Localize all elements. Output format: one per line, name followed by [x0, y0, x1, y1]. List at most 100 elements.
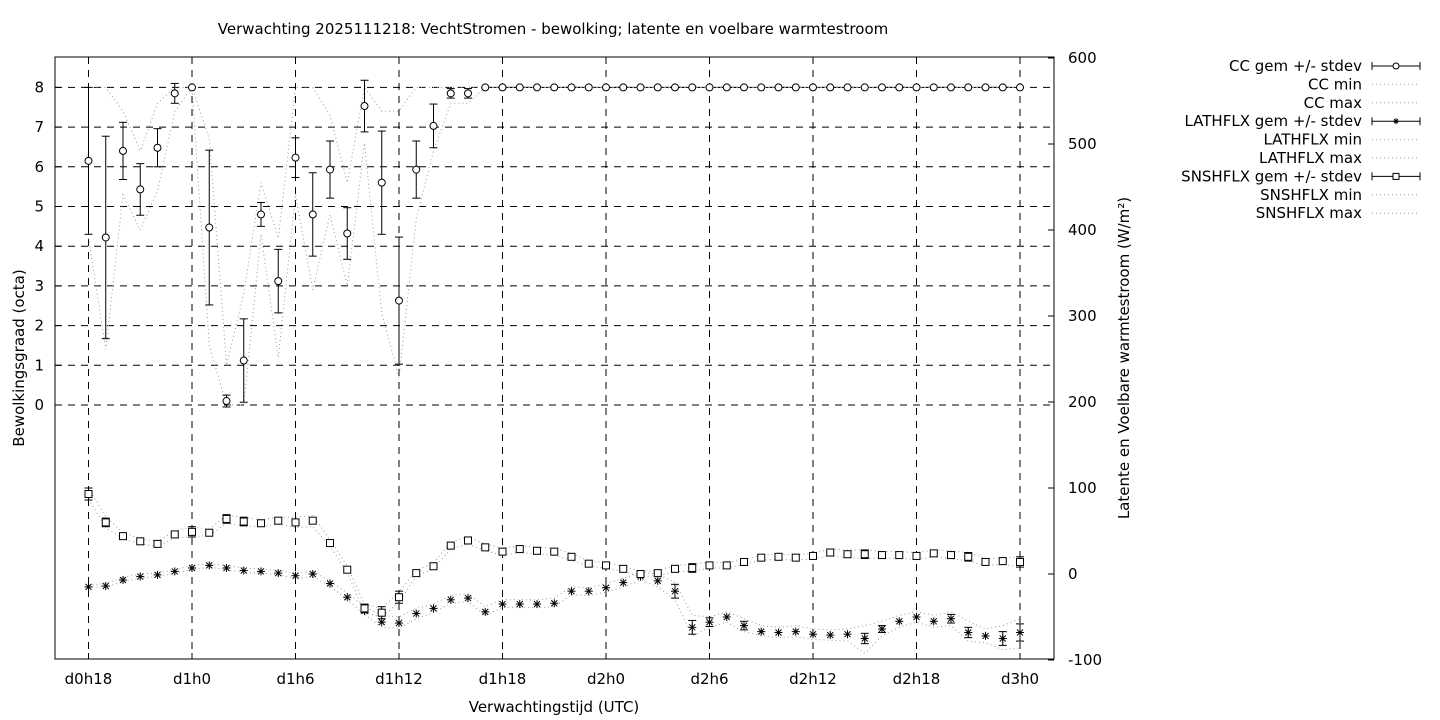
snshflx-gem-stdev-point — [895, 551, 904, 560]
lathflx-gem-stdev-point — [843, 630, 852, 639]
chart-title: Verwachting 2025111218: VechtStromen - b… — [218, 20, 889, 38]
cc-gem-stdev-point — [619, 83, 628, 92]
cc-gem-stdev-point — [671, 83, 679, 92]
star-stroke — [447, 596, 455, 604]
snshflx-gem-stdev-point — [170, 530, 179, 539]
x-tick-label: d1h18 — [479, 670, 527, 688]
cc-gem-stdev-point — [895, 83, 904, 92]
lathflx-gem-stdev-point — [567, 587, 576, 596]
y-tick-label: 2 — [34, 317, 44, 335]
lathflx-gem-stdev-point — [826, 631, 835, 640]
lathflx-gem-stdev-point — [895, 617, 904, 626]
star-stroke — [378, 618, 386, 626]
cc-gem-stdev-point — [446, 89, 455, 98]
lathflx-max-line — [88, 563, 1021, 631]
legend-label: SNSHFLX max — [1256, 204, 1362, 222]
lathflx-gem-stdev-point — [481, 607, 490, 616]
y-tick-label: 0 — [34, 396, 44, 414]
y2-tick-label: 100 — [1068, 479, 1097, 497]
lathflx-gem-stdev-point — [464, 594, 472, 603]
snshflx-gem-stdev-point — [481, 543, 490, 552]
star-stroke — [240, 567, 248, 574]
x-tick-label: d1h0 — [173, 670, 211, 688]
star-stroke — [809, 630, 817, 638]
lathflx-gem-stdev-point — [291, 571, 300, 580]
snshflx-gem-stdev-point — [274, 516, 283, 525]
snshflx-gem-stdev-point — [929, 549, 938, 558]
snshflx-gem-stdev-point — [602, 561, 610, 570]
cc-gem-stdev-point — [136, 185, 145, 194]
cc-gem-stdev-point — [515, 83, 524, 92]
plot-frame — [54, 56, 1055, 660]
cc-gem-stdev-point — [929, 83, 938, 92]
lathflx-gem-stdev-point — [705, 618, 714, 627]
snshflx-gem-stdev-point — [533, 546, 541, 555]
lathflx-gem-stdev-point — [101, 582, 110, 591]
snshflx-gem-stdev-point — [429, 562, 438, 571]
star-stroke — [999, 635, 1007, 642]
star-stroke — [706, 618, 713, 626]
lathflx-gem-stdev-point — [860, 634, 869, 643]
cc-gem-stdev-point — [343, 229, 352, 238]
cc-gem-stdev-point — [498, 83, 507, 92]
snshflx-gem-stdev-point — [515, 545, 524, 554]
cc-gem-stdev-point — [584, 83, 593, 92]
snshflx-gem-stdev-point — [653, 569, 662, 578]
cc-gem-stdev-point — [860, 83, 869, 92]
star-stroke — [464, 594, 472, 602]
lathflx-gem-stdev-point — [791, 627, 800, 636]
lathflx-gem-stdev-point — [239, 566, 248, 575]
snshflx-gem-stdev-point — [860, 550, 869, 559]
lathflx-gem-stdev-point — [912, 613, 921, 621]
lathflx-gem-stdev-point — [1016, 628, 1024, 637]
star-stroke — [568, 587, 575, 595]
cc-gem-stdev-point — [84, 156, 93, 165]
star-stroke — [723, 613, 731, 621]
cc-gem-stdev-point — [412, 165, 421, 174]
star-stroke — [309, 570, 317, 578]
star-stroke — [171, 568, 179, 575]
cc-gem-stdev-point — [222, 397, 231, 406]
y-tick-label: 8 — [34, 78, 44, 96]
lathflx-gem-stdev-point — [412, 609, 421, 618]
star-stroke — [326, 580, 334, 587]
lathflx-gem-stdev-point — [774, 628, 783, 637]
lathflx-gem-stdev-point — [343, 593, 352, 602]
lathflx-gem-stdev-point — [550, 599, 559, 608]
cc-gem-stdev-point — [947, 83, 955, 92]
lathflx-gem-stdev-point — [929, 617, 938, 626]
lathflx-min-line — [88, 566, 1021, 654]
cc-gem-stdev-point — [722, 83, 731, 92]
lathflx-gem-stdev-point — [688, 623, 697, 632]
star-stroke — [688, 623, 696, 631]
lathflx-gem-stdev-point — [584, 587, 593, 596]
snshflx-gem-stdev-point — [550, 547, 559, 556]
x-axis-label: Verwachtingstijd (UTC) — [469, 698, 640, 716]
star-stroke — [982, 632, 989, 640]
star-stroke — [671, 587, 679, 595]
snshflx-gem-stdev-point — [878, 551, 886, 560]
snshflx-gem-stdev-point — [584, 559, 593, 568]
star-stroke — [964, 629, 972, 636]
snshflx-gem-stdev-point — [464, 536, 472, 545]
snshflx-gem-stdev-point — [636, 570, 645, 578]
cc-gem-stdev-point — [809, 83, 817, 92]
lathflx-gem-stdev-point — [722, 613, 731, 621]
snshflx-gem-stdev-point — [774, 552, 783, 561]
y-tick-label: 7 — [34, 118, 44, 136]
y-tick-label: 1 — [34, 356, 44, 374]
cc-gem-stdev-point — [567, 83, 576, 92]
cc-gem-stdev-point — [308, 210, 317, 219]
snshflx-gem-stdev-point — [377, 608, 386, 617]
cc-gem-stdev-point — [101, 233, 110, 242]
snshflx-gem-stdev-point — [791, 553, 800, 562]
lathflx-gem-stdev-point — [257, 567, 265, 576]
snshflx-gem-stdev-point — [326, 539, 334, 548]
lathflx-gem-stdev-point — [326, 579, 334, 588]
lathflx-gem-stdev-point — [84, 582, 93, 591]
cc-gem-stdev-point — [1016, 83, 1024, 92]
star-stroke — [257, 568, 265, 575]
cc-max-line — [88, 86, 1020, 366]
star-stroke — [1016, 629, 1024, 636]
